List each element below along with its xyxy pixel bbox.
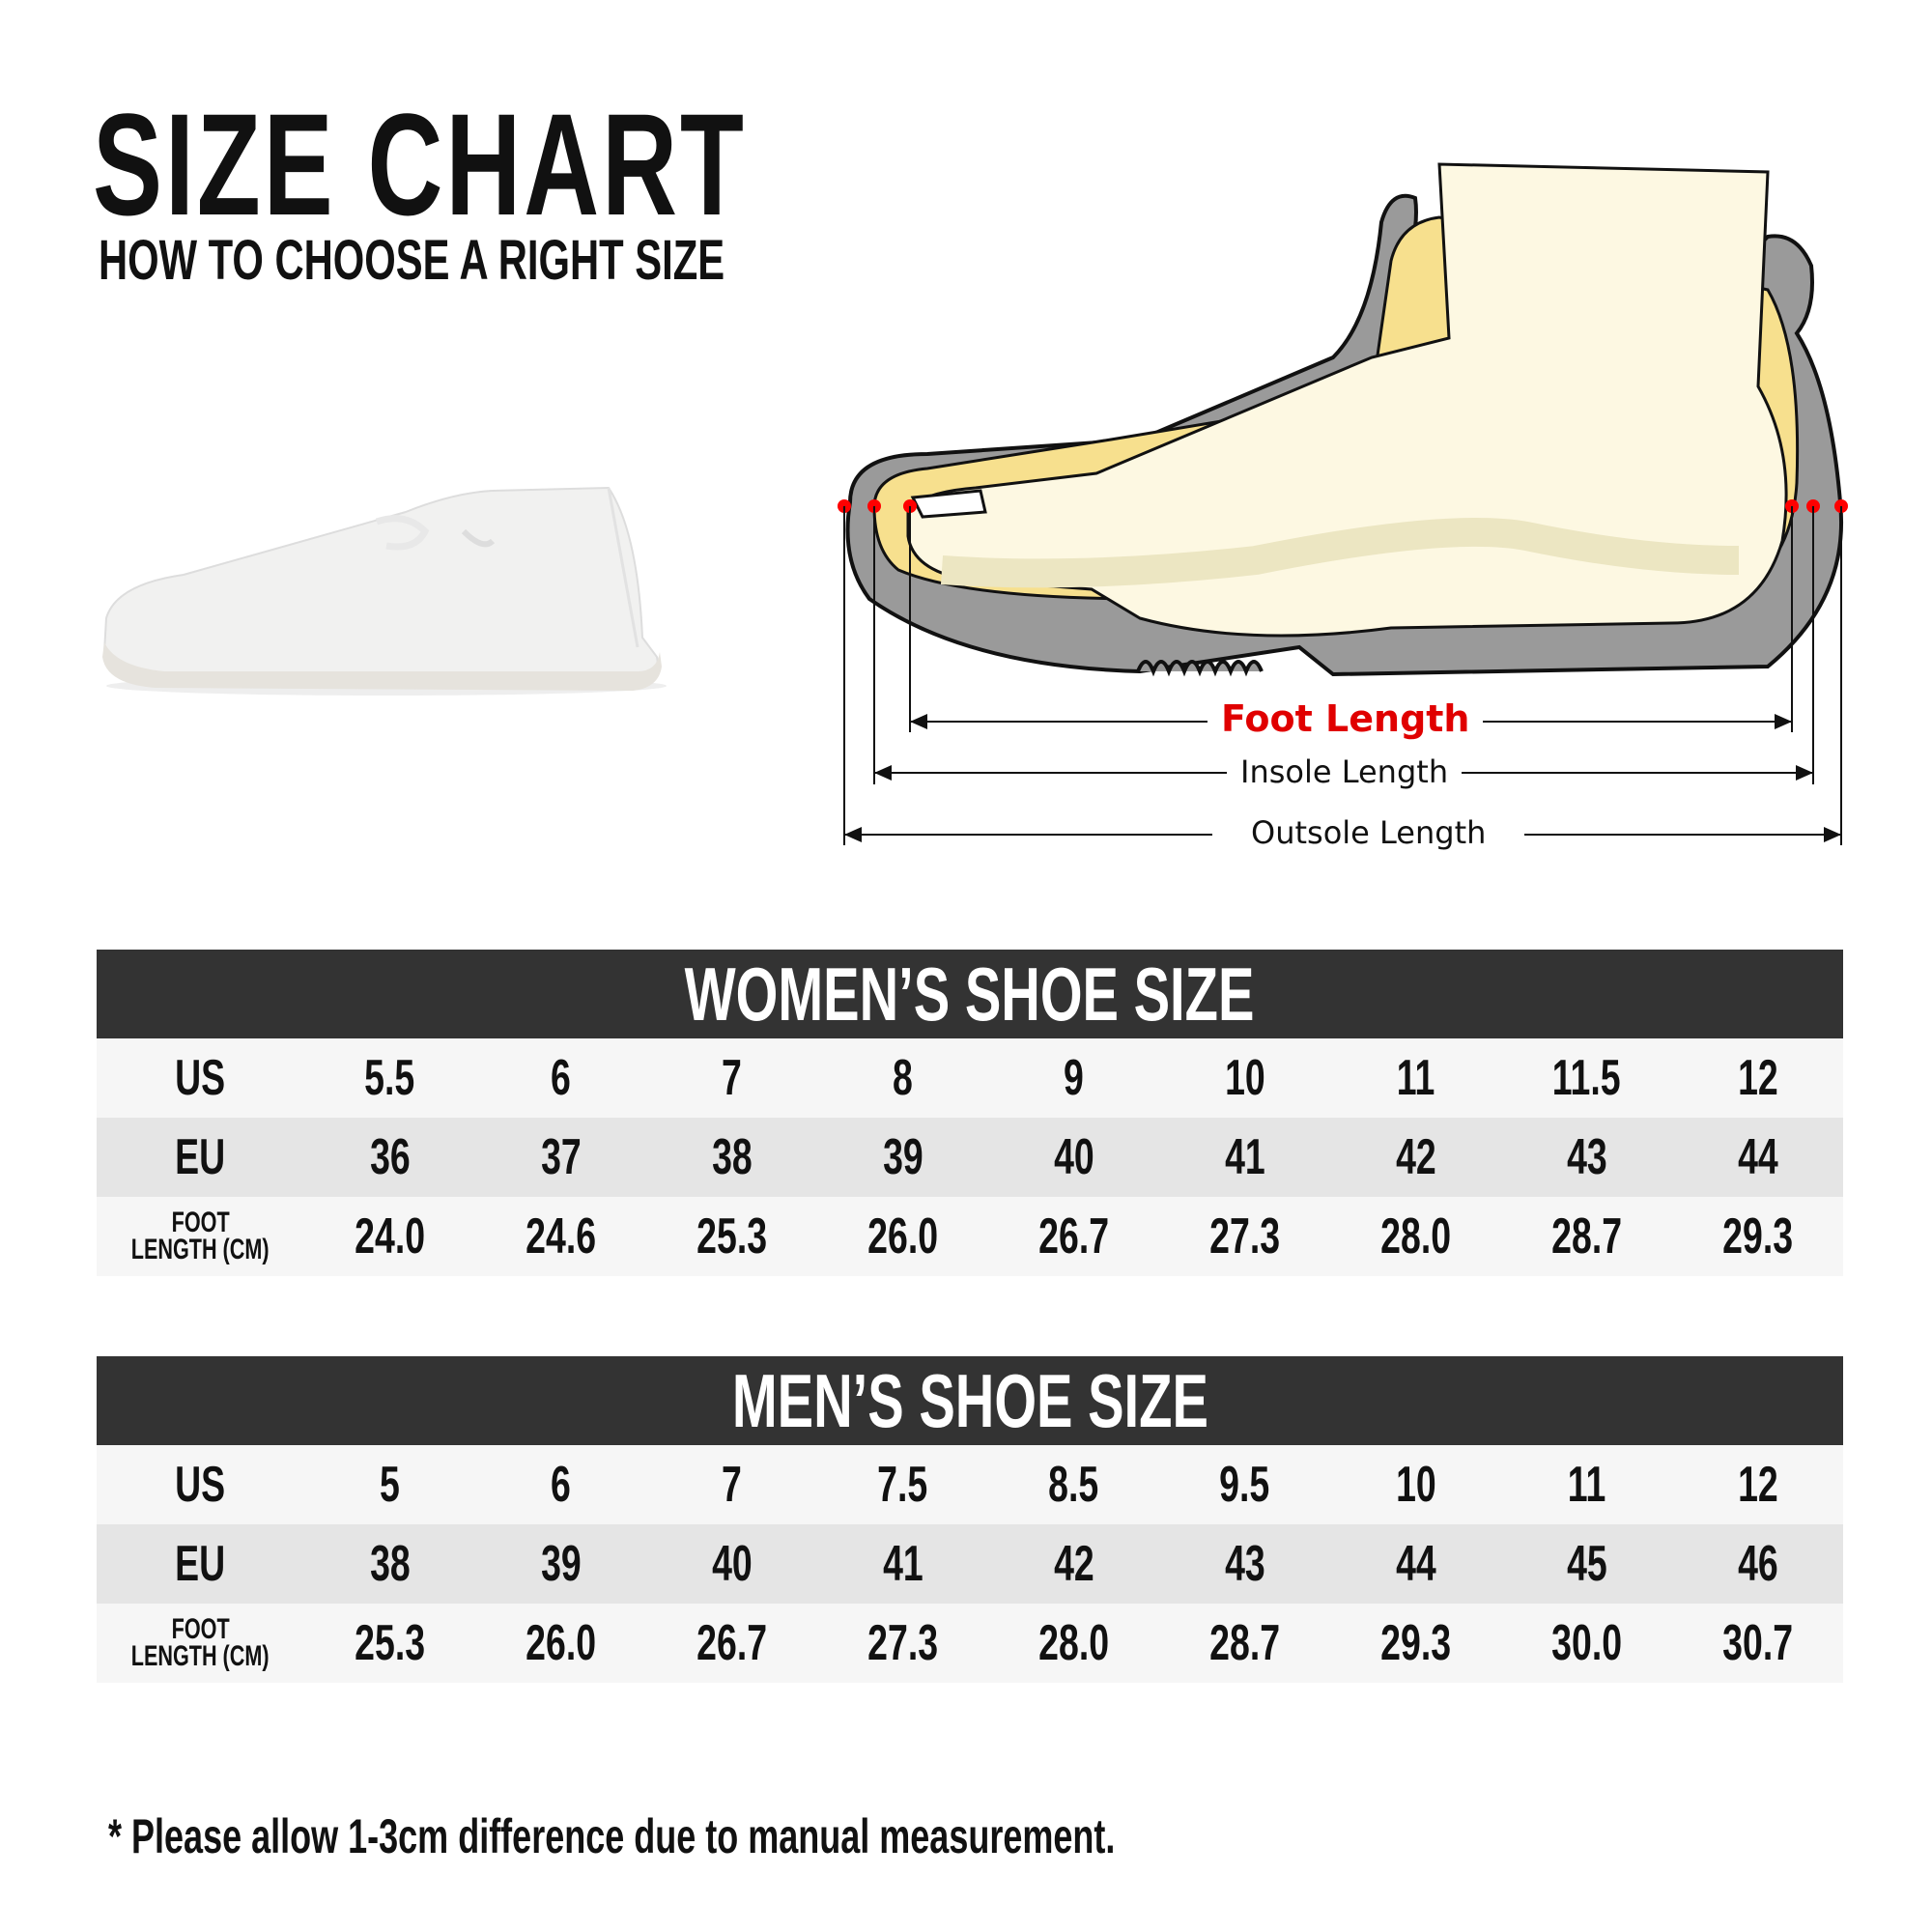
cell: 5 [380, 1457, 400, 1513]
men-size-table: MEN’S SHOE SIZE US 5 6 7 7.5 8.5 9.5 10 … [97, 1356, 1843, 1683]
cell: 38 [369, 1536, 411, 1592]
table-row-eu: EU 38 39 40 41 42 43 44 45 46 [97, 1524, 1843, 1604]
cell: 40 [711, 1536, 753, 1592]
row-label: FOOT LENGTH (CM) [131, 1613, 270, 1672]
cell: 43 [1224, 1536, 1265, 1592]
cell: 36 [369, 1129, 411, 1185]
foot-length-label: Foot Length [1208, 697, 1484, 740]
cell: 10 [1395, 1457, 1436, 1513]
table-row-foot-length: FOOT LENGTH (CM) 25.3 26.0 26.7 27.3 28.0… [97, 1604, 1843, 1683]
cell: 30.7 [1722, 1615, 1793, 1671]
cell: 41 [1224, 1129, 1265, 1185]
footnote: * Please allow 1-3cm difference due to m… [108, 1809, 1116, 1863]
cell: 27.3 [867, 1615, 938, 1671]
sole-illustration [845, 162, 1843, 677]
women-size-table: WOMEN’S SHOE SIZE US 5.5 6 7 8 9 10 11 1… [97, 950, 1843, 1276]
cell: 9 [1064, 1050, 1084, 1106]
cell: 30.0 [1551, 1615, 1622, 1671]
cell: 45 [1566, 1536, 1607, 1592]
cell: 28.0 [1380, 1208, 1451, 1264]
cell: 29.3 [1380, 1615, 1451, 1671]
cell: 24.0 [355, 1208, 425, 1264]
cell: 40 [1053, 1129, 1094, 1185]
cell: 26.7 [696, 1615, 767, 1671]
cell: 44 [1395, 1536, 1436, 1592]
cell: 7.5 [877, 1457, 928, 1513]
row-label: FOOT LENGTH (CM) [131, 1207, 270, 1265]
cell: 6 [551, 1457, 571, 1513]
cell: 26.7 [1038, 1208, 1109, 1264]
cell: 11 [1567, 1457, 1606, 1513]
cell: 41 [882, 1536, 923, 1592]
row-label: EU [175, 1536, 226, 1592]
cell: 27.3 [1209, 1208, 1280, 1264]
cell: 28.7 [1551, 1208, 1622, 1264]
cell: 42 [1053, 1536, 1094, 1592]
cell: 46 [1737, 1536, 1778, 1592]
men-table-title: MEN’S SHOE SIZE [97, 1356, 1843, 1445]
cell: 44 [1737, 1129, 1778, 1185]
row-label: US [175, 1050, 226, 1106]
cell: 25.3 [696, 1208, 767, 1264]
table-row-foot-length: FOOT LENGTH (CM) 24.0 24.6 25.3 26.0 26.7… [97, 1197, 1843, 1276]
cell: 5.5 [364, 1050, 415, 1106]
page-subtitle: HOW TO CHOOSE A RIGHT SIZE [99, 229, 725, 292]
row-label: US [175, 1457, 226, 1513]
outsole-length-label: Outsole Length [1212, 814, 1525, 851]
cell: 25.3 [355, 1615, 425, 1671]
cell: 8.5 [1048, 1457, 1099, 1513]
cell: 11 [1396, 1050, 1435, 1106]
shoe-product-image [102, 486, 667, 696]
cell: 11.5 [1552, 1050, 1621, 1106]
row-label: EU [175, 1129, 226, 1185]
cell: 43 [1566, 1129, 1607, 1185]
insole-length-label: Insole Length [1227, 753, 1463, 790]
cell: 28.7 [1209, 1615, 1280, 1671]
cell: 28.0 [1038, 1615, 1109, 1671]
cell: 38 [711, 1129, 753, 1185]
cell: 24.6 [526, 1208, 596, 1264]
cell: 7 [722, 1457, 742, 1513]
table-row-us: US 5.5 6 7 8 9 10 11 11.5 12 [97, 1038, 1843, 1118]
cell: 39 [882, 1129, 923, 1185]
page-title: SIZE CHART [93, 83, 747, 245]
cell: 9.5 [1219, 1457, 1270, 1513]
table-row-eu: EU 36 37 38 39 40 41 42 43 44 [97, 1118, 1843, 1197]
cell: 12 [1737, 1457, 1778, 1513]
cell: 29.3 [1722, 1208, 1793, 1264]
table-row-us: US 5 6 7 7.5 8.5 9.5 10 11 12 [97, 1445, 1843, 1524]
cell: 10 [1224, 1050, 1265, 1106]
foot-measurement-diagram [838, 162, 1848, 845]
women-table-title: WOMEN’S SHOE SIZE [97, 950, 1843, 1038]
cell: 12 [1737, 1050, 1778, 1106]
cell: 42 [1395, 1129, 1436, 1185]
cell: 26.0 [867, 1208, 938, 1264]
cell: 8 [893, 1050, 913, 1106]
cell: 39 [540, 1536, 582, 1592]
cell: 26.0 [526, 1615, 596, 1671]
cell: 6 [551, 1050, 571, 1106]
cell: 7 [722, 1050, 742, 1106]
cell: 37 [540, 1129, 582, 1185]
